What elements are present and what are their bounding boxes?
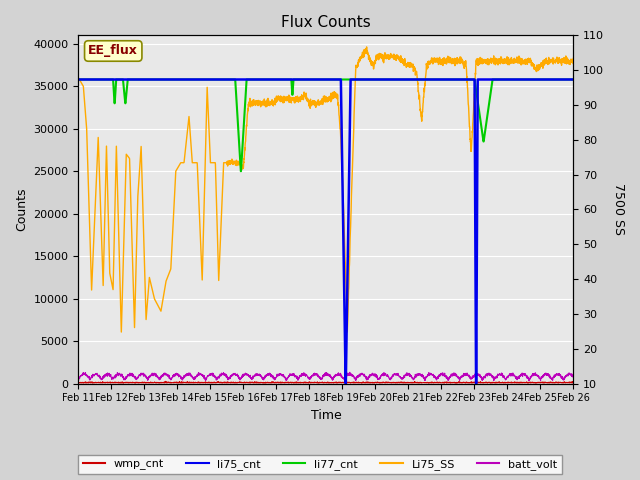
X-axis label: Time: Time [310, 409, 341, 422]
Legend: wmp_cnt, li75_cnt, li77_cnt, Li75_SS, batt_volt: wmp_cnt, li75_cnt, li77_cnt, Li75_SS, ba… [78, 455, 562, 474]
Text: EE_flux: EE_flux [88, 45, 138, 58]
Y-axis label: Counts: Counts [15, 188, 28, 231]
Title: Flux Counts: Flux Counts [281, 15, 371, 30]
Y-axis label: 7500 SS: 7500 SS [612, 183, 625, 235]
